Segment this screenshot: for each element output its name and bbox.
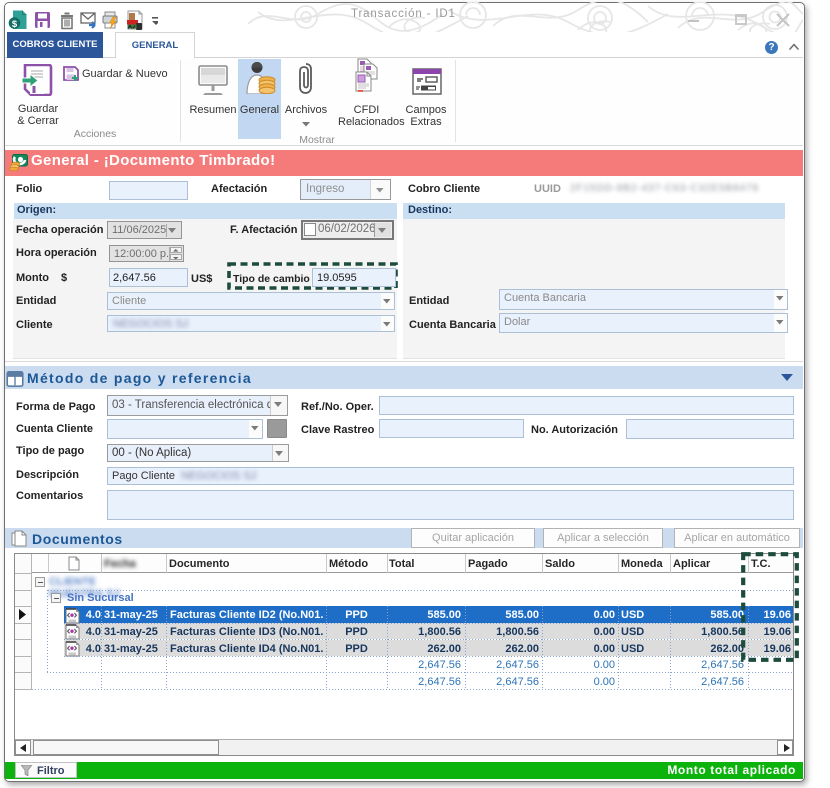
svg-text:$: $: [12, 19, 18, 30]
